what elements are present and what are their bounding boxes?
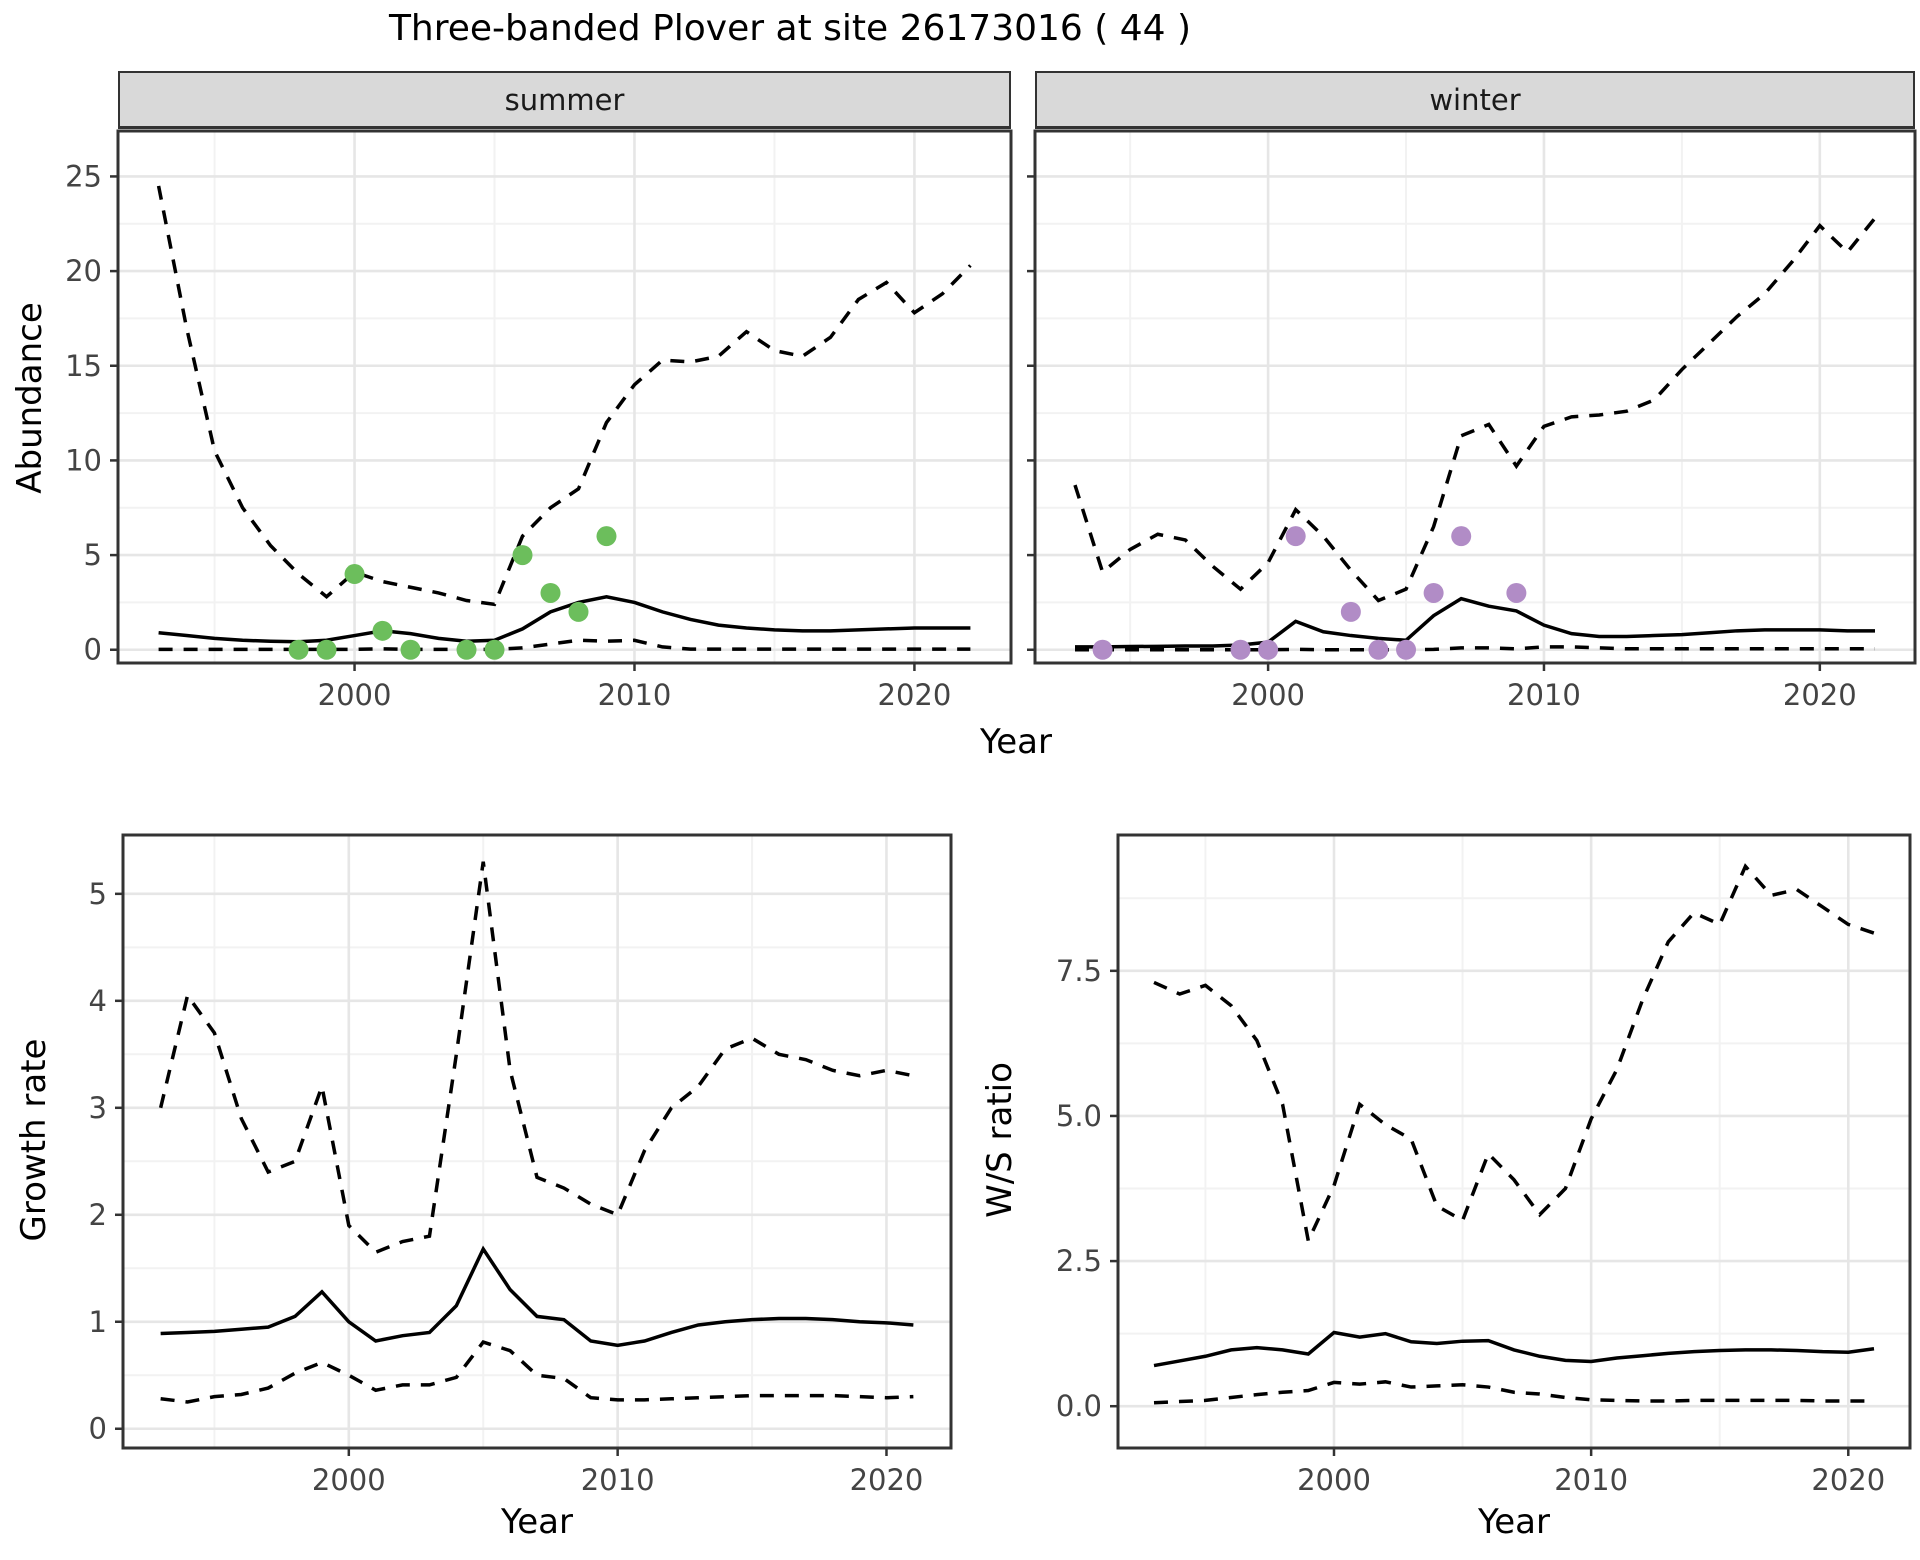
facet-strip-winter-label: winter: [1429, 82, 1521, 117]
svg-text:2020: 2020: [1783, 678, 1857, 712]
svg-text:2.5: 2.5: [1056, 1244, 1102, 1278]
svg-text:0: 0: [84, 633, 102, 667]
svg-text:2010: 2010: [598, 678, 672, 712]
svg-text:4: 4: [89, 984, 107, 1018]
growth-rate-plot-area: 2000 2010 2020 0 1 2 3 4 5: [89, 833, 953, 1497]
ws-year-axis-title: Year: [1478, 1502, 1550, 1542]
svg-text:2020: 2020: [878, 678, 952, 712]
facet-strip-summer-label: summer: [504, 82, 625, 117]
svg-text:2: 2: [89, 1198, 107, 1232]
ws-ratio-axis-title: W/S ratio: [980, 1062, 1020, 1218]
svg-text:2020: 2020: [850, 1463, 924, 1497]
svg-text:7.5: 7.5: [1056, 954, 1102, 988]
facet-strip-winter: winter: [1035, 71, 1915, 129]
svg-text:0.0: 0.0: [1056, 1389, 1102, 1423]
ws-ratio-panel: 2000 2010 2020 0.0 2.5 5.0 7.5: [1056, 833, 1912, 1497]
abundance-summer-plot-area: 2000 2010 2020 0 5 10 15 20 25: [65, 129, 1013, 712]
abundance-axis-title: Abundance: [10, 302, 50, 494]
svg-text:20: 20: [65, 254, 102, 288]
svg-text:1: 1: [89, 1305, 107, 1339]
svg-text:25: 25: [65, 159, 102, 193]
growth-rate-axis-title: Growth rate: [14, 1038, 54, 1242]
svg-text:10: 10: [65, 443, 102, 477]
svg-text:2020: 2020: [1811, 1463, 1885, 1497]
svg-text:5.0: 5.0: [1056, 1099, 1102, 1133]
svg-text:15: 15: [65, 349, 102, 383]
svg-text:2000: 2000: [1231, 678, 1305, 712]
facet-strip-summer: summer: [118, 71, 1011, 129]
svg-text:2000: 2000: [312, 1463, 386, 1497]
svg-text:0: 0: [89, 1412, 107, 1446]
top-year-axis-title: Year: [980, 722, 1052, 762]
svg-text:3: 3: [89, 1091, 107, 1125]
growth-year-axis-title: Year: [501, 1502, 573, 1542]
ws-ratio-plot-area: 2000 2010 2020 0.0 2.5 5.0 7.5: [1056, 833, 1912, 1497]
plot-title: Three-banded Plover at site 26173016 ( 4…: [388, 8, 1192, 49]
svg-text:5: 5: [89, 877, 107, 911]
growth-rate-panel: 2000 2010 2020 0 1 2 3 4 5: [89, 833, 953, 1497]
abundance-winter-plot-area: 2000 2010 2020: [1027, 129, 1917, 712]
abundance-summer-panel: 2000 2010 2020 0 5 10 15 20 25: [65, 129, 1013, 712]
svg-text:2000: 2000: [1297, 1463, 1371, 1497]
abundance-winter-panel: 2000 2010 2020: [1027, 129, 1917, 712]
svg-text:2010: 2010: [1507, 678, 1581, 712]
svg-text:2010: 2010: [581, 1463, 655, 1497]
svg-text:2010: 2010: [1554, 1463, 1628, 1497]
svg-text:5: 5: [84, 538, 102, 572]
svg-text:2000: 2000: [318, 678, 392, 712]
